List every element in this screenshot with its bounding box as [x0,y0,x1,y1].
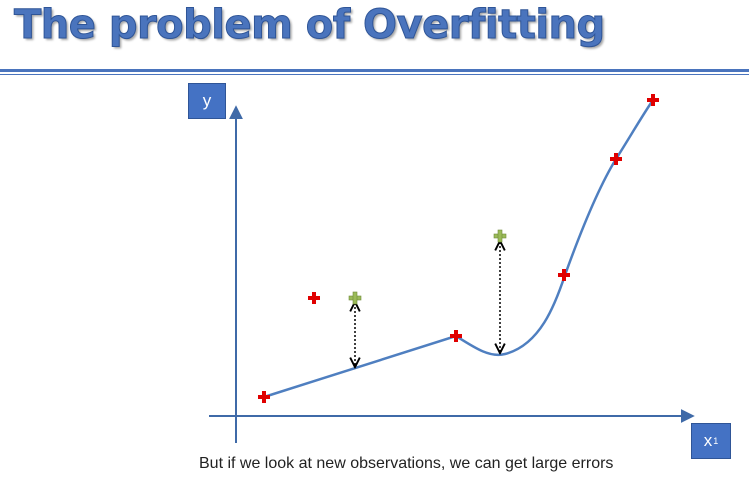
x-axis-subscript: 1 [713,436,719,446]
title-underline-thin [0,74,749,75]
slide-title: The problem of Overfitting [14,2,606,49]
fitted-curve [263,99,655,399]
new-observation-1 [348,291,362,305]
x-axis-label-text: x [703,431,713,450]
training-point-6 [647,94,659,106]
y-axis-label: y [188,83,226,119]
y-axis-label-text: y [202,91,212,110]
training-point-2 [308,292,320,304]
training-point-5 [610,153,622,165]
caption: But if we look at new observations, we c… [199,455,614,472]
training-point-1 [258,391,270,403]
new-observation-2 [493,229,507,243]
title-underline [0,69,749,72]
training-point-3 [450,330,462,342]
training-point-4 [558,269,570,281]
